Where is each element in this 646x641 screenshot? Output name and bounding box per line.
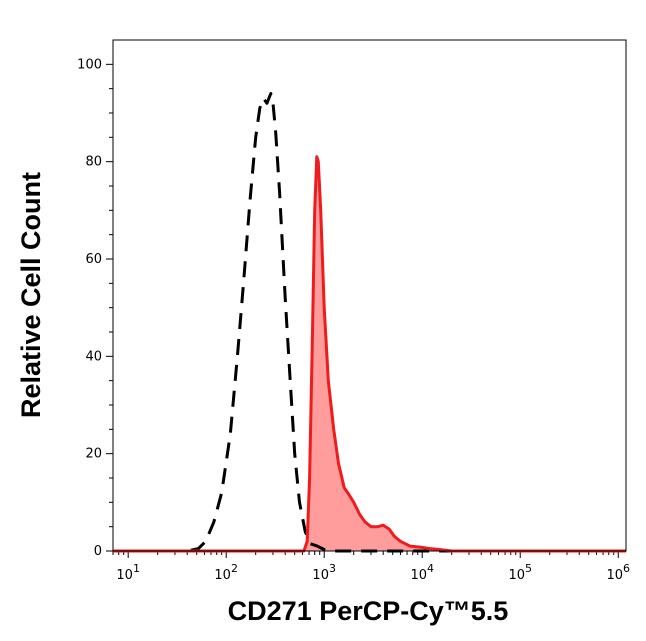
y-tick-label: 40: [85, 349, 102, 364]
y-tick-label: 60: [85, 252, 102, 267]
plot-frame: [112, 39, 627, 552]
series-line-0: [113, 92, 626, 553]
y-tick-label: 100: [77, 57, 102, 72]
series-line-1: [113, 155, 626, 553]
x-axis-label: CD271 PerCP-Cy™5.5: [228, 596, 509, 626]
y-axis-ticks: 0 20 40 60 80 100: [77, 57, 113, 559]
y-tick-label: 80: [85, 155, 102, 170]
y-tick-label: 20: [85, 447, 102, 462]
histogram-series: [113, 92, 626, 553]
x-tick-label: 106: [606, 562, 630, 583]
series-fill-1: [113, 156, 626, 552]
y-tick-label: 0: [94, 544, 102, 559]
x-tick-label: 105: [508, 562, 532, 583]
x-tick-label: 101: [116, 562, 140, 583]
x-tick-label: 103: [312, 562, 336, 583]
y-axis-label: Relative Cell Count: [16, 172, 46, 418]
x-tick-label: 104: [410, 562, 434, 583]
x-tick-label: 102: [214, 562, 238, 583]
x-axis-ticks: 101 102 103 104 105 106: [112, 551, 630, 583]
